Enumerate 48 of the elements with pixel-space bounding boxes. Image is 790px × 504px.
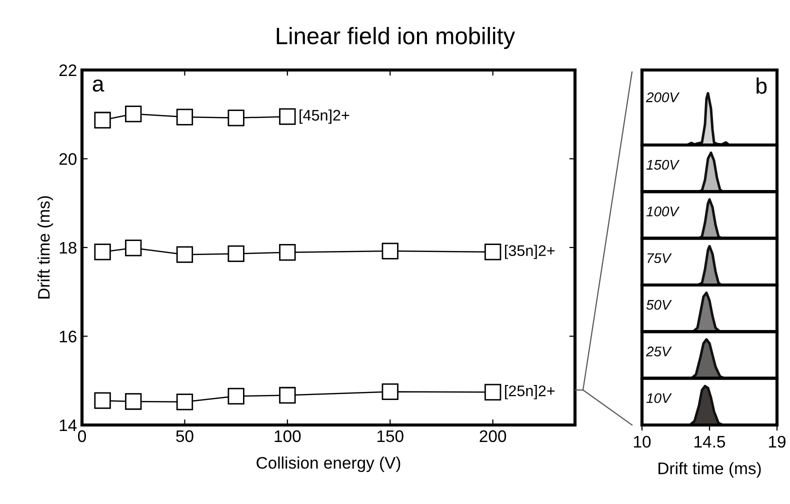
series-label: [45n]2+ [300, 109, 350, 124]
x-tick-label: 0 [78, 430, 86, 442]
legend-label: [35n]2+ [505, 244, 555, 260]
series-label: 75V [647, 253, 672, 264]
series-label: 50V [646, 300, 672, 310]
point [484, 384, 502, 400]
y-axis-title: Drift time (ms) [38, 196, 54, 298]
y-tick-label: 14 [60, 420, 77, 432]
x-tick-label: 150 [377, 430, 404, 442]
annotation: a [92, 79, 104, 92]
point [125, 106, 142, 122]
x-tick-label: 50 [176, 430, 194, 442]
x-axis-title: Drift time (ms) [658, 462, 761, 478]
point [228, 388, 244, 404]
point [382, 383, 398, 400]
series-label: 150V [646, 160, 680, 170]
point [382, 242, 398, 260]
x-tick-label: 14.5 [694, 436, 726, 448]
chart-title: Linear field ion mobility [276, 26, 516, 50]
x-tick-label: 19 [769, 436, 786, 448]
point [125, 240, 142, 256]
point [94, 112, 111, 128]
point [176, 246, 194, 263]
x-tick-label: 200 [480, 430, 506, 442]
y-tick-label: 20 [59, 153, 76, 165]
series-label: [25n]2+ [505, 385, 555, 400]
point [176, 108, 194, 126]
series-label: 25V [646, 346, 672, 356]
point [279, 244, 296, 261]
point [125, 393, 142, 410]
point [176, 394, 194, 410]
x-axis-title: Collision energy (V) [256, 456, 400, 472]
point [228, 110, 244, 126]
annotation: b [756, 78, 767, 94]
point [94, 392, 111, 409]
point [279, 108, 296, 125]
point [484, 244, 502, 260]
series-label: 100V [646, 206, 680, 216]
x-tick-label: 100 [274, 430, 301, 442]
x-tick-label: 10 [634, 436, 651, 448]
point [279, 386, 296, 404]
point [228, 245, 244, 262]
y-tick-label: 22 [59, 64, 76, 76]
point [94, 244, 111, 260]
series-label: 10V [646, 393, 672, 404]
y-tick-label: 18 [60, 242, 76, 254]
series-label: 200V [646, 92, 680, 102]
y-tick-label: 16 [60, 330, 76, 342]
